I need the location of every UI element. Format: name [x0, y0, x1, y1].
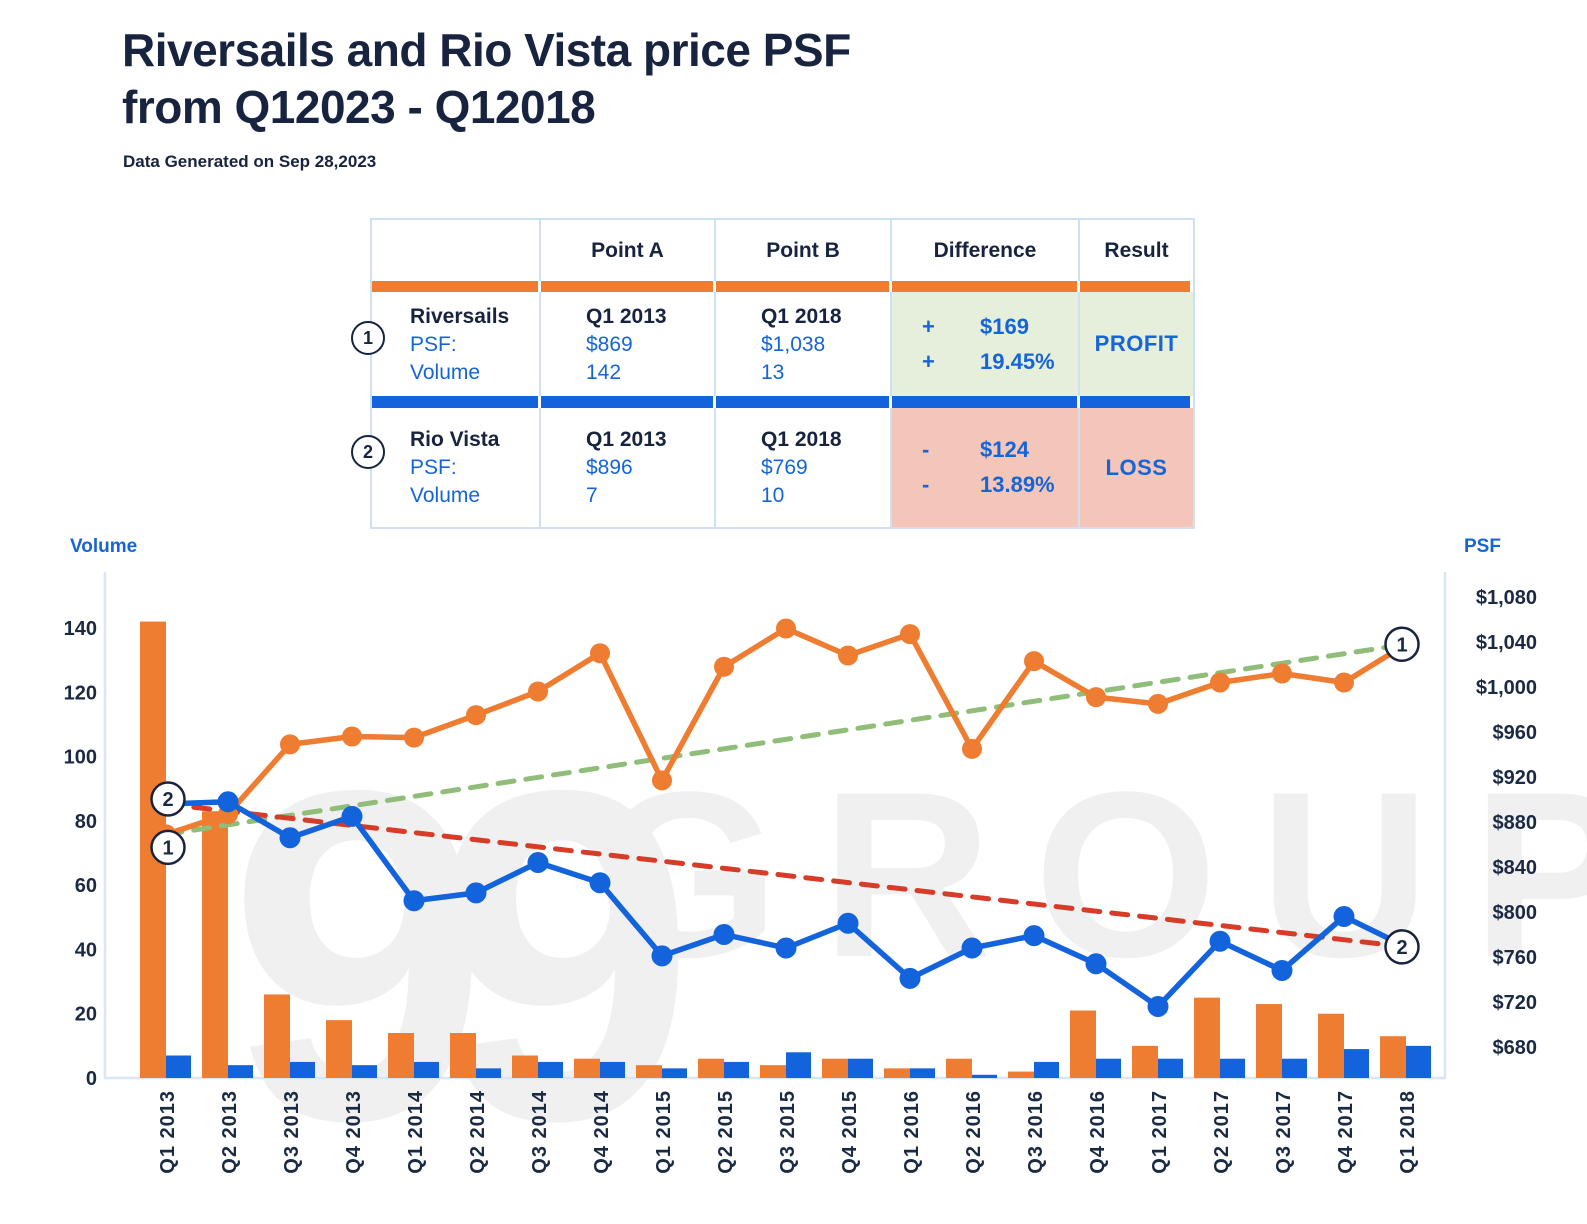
svg-text:Q1 2013: Q1 2013: [157, 1090, 179, 1174]
svg-text:Q2 2017: Q2 2017: [1211, 1090, 1233, 1174]
riversails-name-cell: Riversails PSF: Volume: [372, 292, 541, 396]
svg-text:$840: $840: [1493, 857, 1538, 879]
svg-text:$1,080: $1,080: [1476, 587, 1537, 609]
svg-text:Q3 2014: Q3 2014: [529, 1090, 551, 1174]
svg-text:Q4 2016: Q4 2016: [1087, 1090, 1109, 1174]
riversails-psf-line: [156, 618, 1416, 845]
riovista-point-b-cell: Q1 2018 $769 10: [716, 408, 892, 527]
riversails-separator-bar: [372, 281, 541, 292]
riversails-difference-cell: + $169 + 19.45%: [892, 292, 1080, 396]
svg-text:$720: $720: [1493, 992, 1538, 1014]
svg-text:Q2 2013: Q2 2013: [219, 1090, 241, 1174]
svg-text:140: 140: [64, 618, 97, 640]
riversails-result-cell: PROFIT: [1080, 292, 1193, 396]
svg-text:Q1 2018: Q1 2018: [1397, 1090, 1419, 1174]
plot-frame: [103, 572, 1447, 1080]
svg-text:99: 99: [228, 693, 684, 1218]
riovista-point-a-cell: Q1 2013 $896 7: [541, 408, 716, 527]
svg-text:$680: $680: [1493, 1037, 1538, 1059]
riversails-point-b-cell: Q1 2018 $1,038 13: [716, 292, 892, 396]
volume-axis-title: Volume: [70, 536, 138, 557]
comparison-table-grid: Point A Point B Difference Result Rivers…: [370, 218, 1195, 529]
svg-text:80: 80: [75, 811, 97, 833]
svg-text:1: 1: [162, 837, 173, 859]
svg-text:$1,000: $1,000: [1476, 677, 1537, 699]
row-1-number-badge: 1: [351, 321, 385, 355]
svg-text:100: 100: [64, 747, 97, 769]
svg-text:Q2 2016: Q2 2016: [963, 1090, 985, 1174]
svg-text:Q3 2015: Q3 2015: [777, 1090, 799, 1174]
riovista-name-cell: Rio Vista PSF: Volume: [372, 408, 541, 527]
psf-axis-title: PSF: [1464, 536, 1501, 557]
svg-text:Q2 2015: Q2 2015: [715, 1090, 737, 1174]
svg-text:Q3 2013: Q3 2013: [281, 1090, 303, 1174]
riversails-point-a-cell: Q1 2013 $869 142: [541, 292, 716, 396]
svg-text:$880: $880: [1493, 812, 1538, 834]
svg-text:Q1 2014: Q1 2014: [405, 1090, 427, 1174]
svg-text:20: 20: [75, 1004, 97, 1026]
svg-text:0: 0: [86, 1068, 97, 1090]
row-2-number-badge: 2: [351, 435, 385, 469]
volume-label: Volume: [410, 484, 481, 507]
svg-text:Q4 2014: Q4 2014: [591, 1090, 613, 1174]
riovista-result-cell: LOSS: [1080, 408, 1193, 527]
header-empty: [372, 220, 541, 281]
riovista-separator-bar: [372, 396, 541, 408]
svg-text:$1,040: $1,040: [1476, 632, 1537, 654]
page-title-line1: Riversails and Rio Vista price PSF: [122, 24, 851, 76]
header-result: Result: [1104, 238, 1169, 262]
volume-label: Volume: [410, 360, 481, 384]
svg-text:Q4 2015: Q4 2015: [839, 1090, 861, 1174]
riovista-name: Rio Vista: [410, 428, 500, 451]
svg-text:Q1 2016: Q1 2016: [901, 1090, 923, 1174]
svg-text:Q3 2017: Q3 2017: [1273, 1090, 1295, 1174]
svg-text:$920: $920: [1493, 767, 1538, 789]
riovista-volume-bars: [166, 1045, 1431, 1078]
svg-text:120: 120: [64, 682, 97, 704]
header-point-a: Point A: [541, 220, 716, 281]
page-title: Riversails and Rio Vista price PSF from …: [122, 22, 851, 136]
header-difference: Difference: [892, 220, 1080, 281]
header-point-b: Point B: [716, 220, 892, 281]
riovista-difference-cell: - $124 - 13.89%: [892, 408, 1080, 527]
psf-label: PSF:: [410, 456, 457, 479]
svg-text:Q4 2017: Q4 2017: [1335, 1090, 1357, 1174]
psf-axis-ticks: $680 $720 $760 $800 $840 $880 $920 $960 $1,000 $1…: [1476, 587, 1537, 1059]
svg-text:$960: $960: [1493, 722, 1538, 744]
volume-axis-ticks: 0 20 40 60 80 100 120 140: [64, 618, 97, 1090]
svg-text:$760: $760: [1493, 947, 1538, 969]
svg-text:Q1 2017: Q1 2017: [1149, 1090, 1171, 1174]
category-axis-labels: Q1 2013 Q2 2013 Q3 2013 Q4 2013 Q1 2014 Q2 20…: [157, 1090, 1419, 1174]
psf-label: PSF:: [410, 332, 457, 356]
comparison-table: 1 2 Point A Point B Difference Result Ri…: [351, 218, 1212, 530]
riovista-psf-line: [155, 791, 1417, 1017]
riversails-volume-bars: [140, 621, 1406, 1078]
svg-text:$800: $800: [1493, 902, 1538, 924]
svg-text:Q4 2013: Q4 2013: [343, 1090, 365, 1174]
svg-text:1: 1: [1396, 634, 1407, 656]
point-badges: 2 1 1 2: [150, 626, 1420, 965]
subtitle: Data Generated on Sep 28,2023: [123, 152, 377, 171]
svg-text:40: 40: [75, 939, 97, 961]
svg-text:2: 2: [1396, 937, 1407, 959]
svg-text:Q2 2014: Q2 2014: [467, 1090, 489, 1174]
page-title-line2: from Q12023 - Q12018: [122, 81, 596, 133]
svg-text:Q3 2016: Q3 2016: [1025, 1090, 1047, 1174]
svg-text:2: 2: [162, 789, 173, 811]
svg-text:Q1 2015: Q1 2015: [653, 1090, 675, 1174]
riversails-name: Riversails: [410, 304, 510, 328]
svg-text:GROUP: GROUP: [596, 743, 1587, 1007]
trend-lines: [163, 641, 1409, 950]
svg-text:60: 60: [75, 875, 97, 897]
